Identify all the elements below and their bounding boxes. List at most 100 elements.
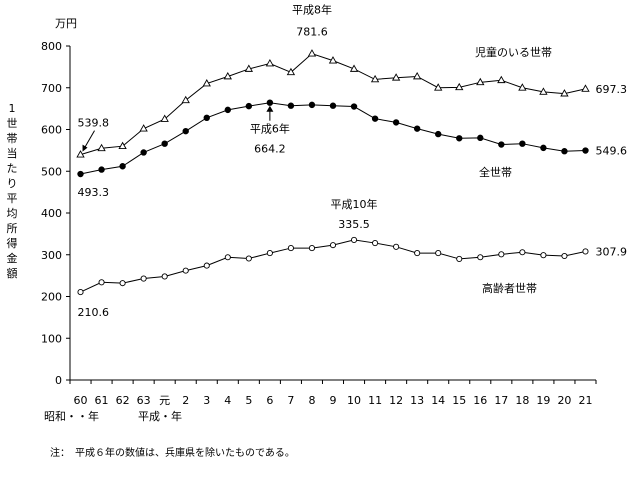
data-point bbox=[328, 56, 338, 64]
legend-label: 高齢者世帯 bbox=[482, 281, 537, 295]
y-tick-label: 100 bbox=[41, 332, 62, 345]
y-axis-title-char: 得 bbox=[7, 237, 18, 250]
data-point bbox=[350, 236, 358, 243]
data-point bbox=[477, 134, 484, 142]
data-point bbox=[435, 250, 442, 257]
y-tick-label: 800 bbox=[41, 40, 62, 53]
data-point bbox=[307, 49, 317, 57]
data-point bbox=[391, 73, 401, 81]
x-era-label-showa: 昭和・・年 bbox=[44, 409, 99, 423]
x-tick-label: 18 bbox=[515, 394, 529, 407]
data-label: 549.6 bbox=[595, 145, 627, 158]
y-axis-title-char: 均 bbox=[7, 207, 18, 220]
data-point bbox=[560, 89, 569, 97]
data-point bbox=[203, 114, 210, 122]
x-tick-label: 61 bbox=[95, 394, 109, 407]
data-point bbox=[245, 255, 252, 262]
data-label: 539.8 bbox=[78, 117, 110, 130]
data-point bbox=[97, 143, 106, 152]
data-point bbox=[287, 245, 294, 252]
data-label: 664.2 bbox=[254, 143, 286, 156]
y-axis-title-char: 額 bbox=[7, 267, 18, 280]
x-tick-label: 4 bbox=[224, 394, 231, 407]
data-point bbox=[349, 64, 359, 72]
series-layer bbox=[76, 49, 590, 296]
data-point bbox=[161, 273, 168, 280]
x-tick-label: 62 bbox=[116, 394, 130, 407]
y-axis-title-char: 1 bbox=[9, 102, 16, 115]
data-point bbox=[76, 150, 85, 158]
data-point bbox=[161, 140, 168, 147]
data-point bbox=[519, 140, 526, 147]
y-tick-label: 600 bbox=[41, 124, 62, 137]
data-point bbox=[266, 99, 274, 106]
x-tick-label: 元 bbox=[159, 394, 170, 407]
x-tick-label: 60 bbox=[74, 394, 88, 407]
data-label: 平成10年 bbox=[331, 197, 378, 211]
data-point bbox=[498, 251, 505, 258]
data-point bbox=[582, 147, 589, 154]
x-tick-label: 3 bbox=[203, 394, 210, 407]
data-point bbox=[372, 240, 379, 247]
data-label: 307.9 bbox=[595, 245, 627, 258]
x-tick-label: 9 bbox=[330, 394, 337, 407]
x-tick-label: 7 bbox=[287, 394, 294, 407]
data-point bbox=[414, 250, 421, 257]
x-era-label-heisei: 平成・年 bbox=[138, 409, 182, 423]
data-point bbox=[140, 149, 147, 156]
annotation-arrowhead bbox=[82, 144, 88, 152]
series-2 bbox=[77, 236, 589, 296]
y-tick-label: 500 bbox=[41, 165, 62, 178]
data-point bbox=[561, 252, 568, 260]
data-point bbox=[98, 166, 105, 173]
data-point bbox=[518, 83, 527, 91]
footnote: 注： 平成６年の数値は、兵庫県を除いたものである。 bbox=[50, 448, 295, 459]
data-point bbox=[77, 170, 84, 178]
data-point bbox=[371, 115, 379, 122]
labels-layer: 539.8 平成8年 781.6 697.3 児童のいる世帯 493.3 平成6年 664.2… bbox=[78, 3, 627, 319]
y-tick-label: 200 bbox=[41, 291, 62, 304]
axes bbox=[69, 46, 596, 381]
data-point bbox=[308, 245, 316, 252]
data-label: 781.6 bbox=[296, 26, 328, 39]
data-point bbox=[265, 59, 275, 67]
data-point bbox=[456, 255, 463, 262]
data-point bbox=[519, 249, 526, 256]
x-tick-label: 13 bbox=[410, 394, 424, 407]
x-tick-label: 12 bbox=[389, 394, 403, 407]
y-axis-title-char: た bbox=[7, 162, 18, 175]
data-point bbox=[286, 67, 296, 76]
data-point bbox=[77, 289, 84, 296]
y-tick-label: 700 bbox=[41, 82, 62, 95]
data-point bbox=[412, 71, 422, 80]
data-point bbox=[393, 243, 400, 250]
data-point bbox=[182, 127, 189, 135]
data-point bbox=[434, 83, 443, 91]
data-point bbox=[139, 124, 148, 132]
data-point bbox=[140, 275, 147, 282]
data-point bbox=[498, 141, 505, 148]
x-tick-label: 10 bbox=[347, 394, 361, 407]
data-point bbox=[119, 280, 126, 287]
data-point bbox=[202, 79, 211, 87]
data-point bbox=[456, 135, 463, 142]
y-axis-title-char: 平 bbox=[7, 192, 18, 205]
y-unit-label: 万円 bbox=[55, 17, 77, 30]
data-point bbox=[160, 114, 169, 122]
data-point bbox=[223, 71, 232, 80]
data-point bbox=[539, 87, 548, 95]
x-tick-label: 21 bbox=[578, 394, 592, 407]
x-tick-label: 16 bbox=[473, 394, 487, 407]
data-point bbox=[455, 82, 464, 91]
x-tick-label: 15 bbox=[452, 394, 466, 407]
data-point bbox=[203, 262, 210, 269]
y-axis-title-char: り bbox=[7, 177, 18, 190]
y-tick-label: 0 bbox=[55, 374, 62, 387]
x-ticks: 60 61 62 63 元 2 3 4 5 6 7 8 9 10 11 12 13 14 15 16 17 18 19 20 2… bbox=[44, 380, 597, 423]
x-tick-label: 63 bbox=[137, 394, 151, 407]
legend-label: 児童のいる世帯 bbox=[475, 45, 552, 59]
data-label: 697.3 bbox=[595, 83, 627, 96]
data-label: 平成8年 bbox=[292, 3, 332, 17]
data-point bbox=[245, 102, 253, 110]
